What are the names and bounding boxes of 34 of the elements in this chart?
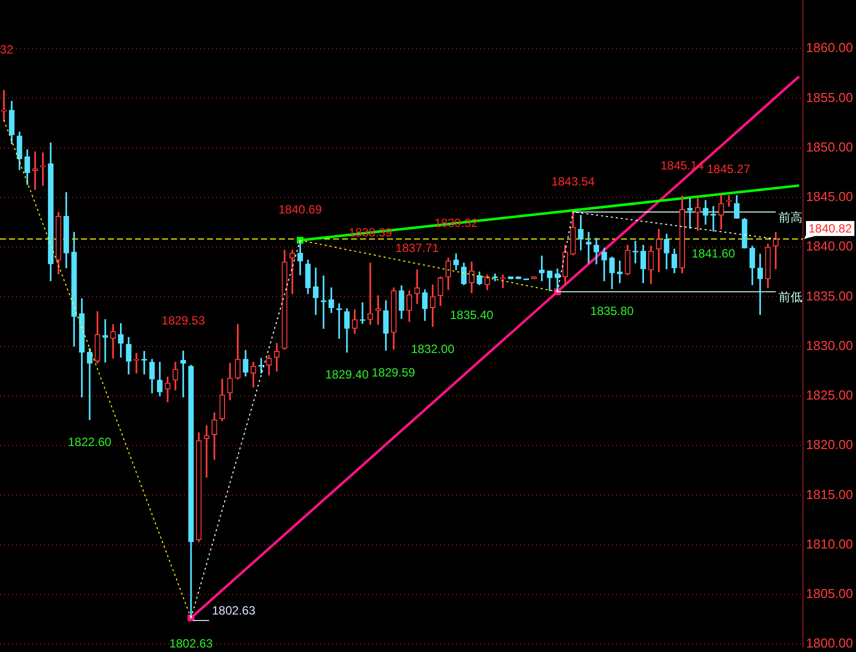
y-tick-label: 1855.00 [806,90,853,105]
y-tick-label: 1835.00 [806,288,853,304]
annotation: 1841.60 [692,246,736,261]
ref-line-label: 1840.82 [808,221,852,236]
series-label: 前高 [778,210,803,224]
annotation: 1829.59 [372,366,416,380]
annotation: 1835.40 [450,308,494,322]
annotation: 1835.80 [590,304,634,318]
y-tick-label: 1845.00 [806,189,853,204]
annotation: 1840.69 [278,202,322,217]
y-tick-label: 1840.00 [806,238,853,254]
y-tick-label: 1825.00 [806,388,853,403]
y-tick-label: 1830.00 [806,338,853,353]
y-tick-label: 1815.00 [806,486,853,502]
annotation: 1822.60 [68,435,112,450]
candlestick [360,302,366,324]
annotation: 1802.63 [212,603,256,618]
annotation: 1837.71 [395,241,440,256]
y-tick-label: 1820.00 [806,437,853,452]
series-label: 前低 [778,290,803,304]
candlestick [110,324,116,359]
candlestick [726,195,732,207]
annotation: 1832.00 [410,342,455,356]
y-tick-label: 1800.00 [806,636,853,651]
y-tick-label: 1860.00 [806,40,853,56]
y-tick-label: 1805.00 [806,586,853,601]
y-tick-label: 1810.00 [806,536,853,552]
annotation: 1845.27 [706,162,751,176]
annotation: 1802.63 [169,636,214,650]
annotation: 1829.40 [325,368,369,382]
annotation: 1829.53 [162,313,206,328]
y-tick-label: 1850.00 [806,139,853,154]
annotation: 1843.54 [551,174,596,188]
annotation: 32 [0,42,14,56]
